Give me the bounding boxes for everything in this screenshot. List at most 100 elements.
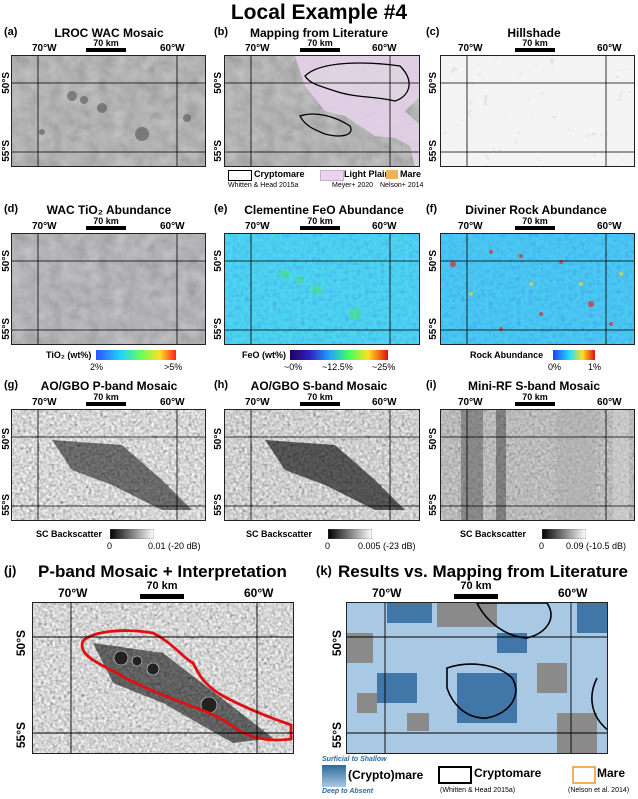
panel-k-lat-50: 50°S — [330, 630, 344, 657]
panel-f-colorbar-label: Rock Abundance — [470, 350, 544, 360]
panel-g-lon-60: 60°W — [160, 397, 185, 408]
panel-e-tick-mid: ~12.5% — [322, 362, 353, 372]
panel-j-label: (j) — [4, 563, 17, 578]
legend-k-cryptomare-label: Cryptomare — [474, 766, 542, 780]
panel-b-lat-50: 50°S — [213, 72, 224, 94]
panel-h-lat-50: 50°S — [213, 428, 224, 450]
panel-g-colorbar-label: SC Backscatter — [36, 529, 103, 539]
panel-a-title: LROC WAC Mosaic — [54, 26, 164, 40]
panel-j-lon-70: 70°W — [58, 586, 88, 600]
panel-k-map — [346, 602, 608, 754]
panel-i-lon-70: 70°W — [458, 397, 483, 408]
panel-b-scale-label: 70 km — [307, 38, 333, 48]
panel-e-scale-label: 70 km — [307, 216, 333, 226]
panel-i-lat-55: 55°S — [428, 494, 439, 516]
panel-j-lat-55: 55°S — [14, 722, 28, 749]
panel-h-label: (h) — [214, 379, 229, 391]
panel-e-title: Clementine FeO Abundance — [244, 203, 404, 217]
panel-d-lon-60: 60°W — [160, 221, 185, 232]
legend-mare-source: Nelson+ 2014 — [380, 182, 424, 189]
panel-f-lat-50: 50°S — [428, 250, 439, 272]
panel-c-scale-label: 70 km — [522, 38, 548, 48]
panel-b-title: Mapping from Literature — [249, 26, 388, 40]
panel-h-scale-label: 70 km — [307, 392, 333, 402]
interpretation-outline — [80, 629, 293, 742]
panel-k-lat-55: 55°S — [330, 722, 344, 749]
panel-c-scale-bar — [515, 48, 555, 52]
panel-a-map — [11, 55, 206, 167]
panel-c-label: (c) — [426, 26, 440, 38]
panel-a-lon-60: 60°W — [160, 43, 185, 54]
panel-h-lat-55: 55°S — [213, 494, 224, 516]
panel-a-label: (a) — [4, 26, 18, 38]
legend-light-plains-swatch — [320, 170, 344, 181]
panel-f-title: Diviner Rock Abundance — [465, 203, 607, 217]
legend-mare-swatch — [386, 170, 398, 179]
legend-mare-label: Mare — [400, 169, 422, 179]
panel-k-lon-70: 70°W — [372, 586, 402, 600]
panel-e-lat-50: 50°S — [213, 250, 224, 272]
panel-b-map — [224, 55, 420, 167]
legend-cryptomare-label: Cryptomare — [254, 169, 305, 179]
panel-h-title: AO/GBO S-band Mosaic — [250, 379, 388, 393]
panel-k-scale-label: 70 km — [460, 580, 492, 592]
panel-h-map — [224, 409, 420, 521]
panel-d-label: (d) — [4, 203, 19, 215]
panel-e-map — [224, 233, 420, 345]
legend-light-plains-source: Meyer+ 2020 — [332, 182, 374, 189]
panel-j-lon-60: 60°W — [244, 586, 274, 600]
panel-i-title: Mini-RF S-band Mosaic — [468, 379, 600, 393]
panel-k-lon-60: 60°W — [558, 586, 588, 600]
panel-k-label: (k) — [316, 563, 332, 578]
panel-i-lat-50: 50°S — [428, 428, 439, 450]
panel-i-colorbar-label: SC Backscatter — [460, 529, 527, 539]
panel-e-lon-70: 70°W — [245, 221, 270, 232]
panel-d-tick-max: >5% — [164, 362, 183, 372]
panel-g-colorbar — [110, 529, 154, 539]
panel-i-map — [440, 409, 635, 521]
panel-j-scale-label: 70 km — [146, 580, 178, 592]
legend-gradient-bottom: Deep to Absent — [322, 788, 374, 795]
legend-k-cryptomare-swatch — [438, 766, 472, 784]
panel-i-tick-min: 0 — [539, 541, 545, 551]
panel-j-title: P-band Mosaic + Interpretation — [38, 562, 287, 581]
legend-gradient-top: Surficial to Shallow — [322, 756, 387, 763]
panel-e-tick-min: ~0% — [284, 362, 303, 372]
panel-h-tick-max: 0.005 (-23 dB) — [358, 541, 416, 551]
panel-i-lon-60: 60°W — [597, 397, 622, 408]
panel-h-scale-bar — [300, 402, 340, 406]
panel-c-map — [440, 55, 635, 167]
panel-i-colorbar — [542, 529, 586, 539]
panel-c-title: Hillshade — [507, 26, 561, 40]
panel-e-tick-max: ~25% — [372, 362, 396, 372]
panel-g-scale-bar — [86, 402, 126, 406]
panel-f-lon-60: 60°W — [597, 221, 622, 232]
panel-e-colorbar-label: FeO (wt%) — [242, 350, 286, 360]
panel-c-lat-55: 55°S — [428, 140, 439, 162]
panel-h-tick-min: 0 — [325, 541, 331, 551]
page-title: Local Example #4 — [230, 1, 408, 24]
legend-crypto-mare-label: (Crypto)mare — [348, 768, 424, 782]
panel-d-lon-70: 70°W — [32, 221, 57, 232]
panel-d-scale-bar — [86, 226, 126, 230]
panel-f-lat-55: 55°S — [428, 318, 439, 340]
legend-light-plains-label: Light Plains — [344, 169, 396, 179]
panel-d-scale-label: 70 km — [93, 216, 119, 226]
panel-k-scale-bar — [454, 594, 498, 599]
panel-f-lon-70: 70°W — [458, 221, 483, 232]
panel-e-lon-60: 60°W — [372, 221, 397, 232]
panel-g-scale-label: 70 km — [93, 392, 119, 402]
panel-e-lat-55: 55°S — [213, 318, 224, 340]
panel-a-scale-bar — [86, 48, 126, 52]
panel-h-lon-60: 60°W — [372, 397, 397, 408]
panel-j-scale-bar — [140, 594, 184, 599]
panel-i-tick-max: 0.09 (-10.5 dB) — [566, 541, 627, 551]
panel-a-scale-label: 70 km — [93, 38, 119, 48]
panel-e-label: (e) — [214, 203, 228, 215]
panel-h-lon-70: 70°W — [245, 397, 270, 408]
panel-f-colorbar — [553, 350, 595, 360]
panel-f-tick-min: 0% — [548, 362, 562, 372]
panel-b-lat-55: 55°S — [213, 140, 224, 162]
legend-gradient-swatch — [322, 765, 346, 787]
legend-cryptomare-swatch — [228, 170, 252, 181]
